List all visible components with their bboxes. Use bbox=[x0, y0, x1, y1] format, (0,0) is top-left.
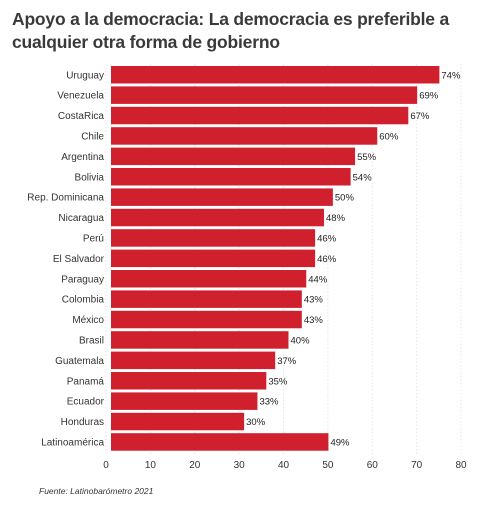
category-label: México bbox=[72, 315, 104, 326]
value-label: 40% bbox=[291, 335, 311, 346]
bar bbox=[111, 290, 302, 308]
bar bbox=[111, 66, 440, 84]
category-label: Honduras bbox=[61, 417, 104, 428]
bar bbox=[111, 270, 307, 288]
x-tick-label: 40 bbox=[278, 460, 290, 471]
x-tick-label: 70 bbox=[411, 460, 423, 471]
value-label: 43% bbox=[304, 295, 324, 306]
bar bbox=[111, 86, 418, 104]
x-tick-label: 80 bbox=[455, 460, 467, 471]
value-label: 67% bbox=[410, 111, 430, 122]
value-label: 43% bbox=[304, 315, 324, 326]
source-note: Fuente: Latinobarómetro 2021 bbox=[39, 486, 154, 496]
bar bbox=[111, 168, 351, 186]
bar bbox=[111, 147, 356, 166]
value-label: 44% bbox=[308, 274, 328, 285]
category-label: Rep. Dominicana bbox=[27, 193, 104, 204]
value-label: 60% bbox=[379, 131, 399, 142]
category-label: Brasil bbox=[79, 335, 104, 346]
value-label: 69% bbox=[419, 91, 439, 102]
x-tick-label: 10 bbox=[145, 460, 157, 471]
category-label: CostaRica bbox=[58, 111, 105, 122]
bar bbox=[111, 412, 245, 431]
category-label: Venezuela bbox=[57, 91, 104, 102]
category-label: Nicaragua bbox=[58, 213, 104, 224]
category-label: Ecuador bbox=[67, 397, 105, 408]
category-label: Colombia bbox=[62, 295, 105, 306]
category-label: El Salvador bbox=[53, 254, 105, 265]
category-label: Uruguay bbox=[66, 70, 104, 81]
category-label: Argentina bbox=[61, 152, 104, 163]
bar bbox=[111, 351, 276, 370]
bar bbox=[111, 392, 258, 410]
value-label: 46% bbox=[317, 233, 337, 244]
bar bbox=[111, 310, 302, 329]
chart-title: Apoyo a la democracia: La democracia es … bbox=[12, 9, 450, 52]
bar bbox=[111, 229, 316, 247]
bar bbox=[111, 188, 333, 206]
value-label: 35% bbox=[268, 376, 288, 387]
category-label: Guatemala bbox=[55, 356, 104, 367]
x-tick-label: 50 bbox=[322, 460, 334, 471]
category-label: Perú bbox=[83, 233, 104, 244]
category-label: Chile bbox=[81, 131, 104, 142]
category-label: Bolivia bbox=[75, 172, 105, 183]
x-tick-label: 60 bbox=[367, 460, 379, 471]
bar bbox=[111, 106, 409, 125]
category-label: Paraguay bbox=[61, 274, 104, 285]
value-label: 30% bbox=[246, 417, 266, 428]
value-label: 46% bbox=[317, 254, 337, 265]
bar bbox=[111, 433, 329, 451]
category-label: Panamá bbox=[67, 376, 105, 387]
x-tick-label: 30 bbox=[234, 460, 246, 471]
x-tick-label: 0 bbox=[103, 460, 109, 471]
bar bbox=[111, 249, 316, 268]
value-label: 50% bbox=[335, 193, 355, 204]
value-label: 74% bbox=[441, 70, 461, 81]
value-label: 54% bbox=[353, 172, 373, 183]
value-label: 33% bbox=[259, 397, 279, 408]
bar bbox=[111, 372, 267, 390]
value-label: 55% bbox=[357, 152, 377, 163]
x-tick-label: 20 bbox=[189, 460, 201, 471]
value-label: 49% bbox=[330, 437, 350, 448]
bar bbox=[111, 331, 289, 349]
bar bbox=[111, 127, 378, 145]
value-label: 48% bbox=[326, 213, 346, 224]
bar bbox=[111, 208, 324, 227]
value-label: 37% bbox=[277, 356, 297, 367]
category-label: Latinoamérica bbox=[41, 437, 104, 448]
